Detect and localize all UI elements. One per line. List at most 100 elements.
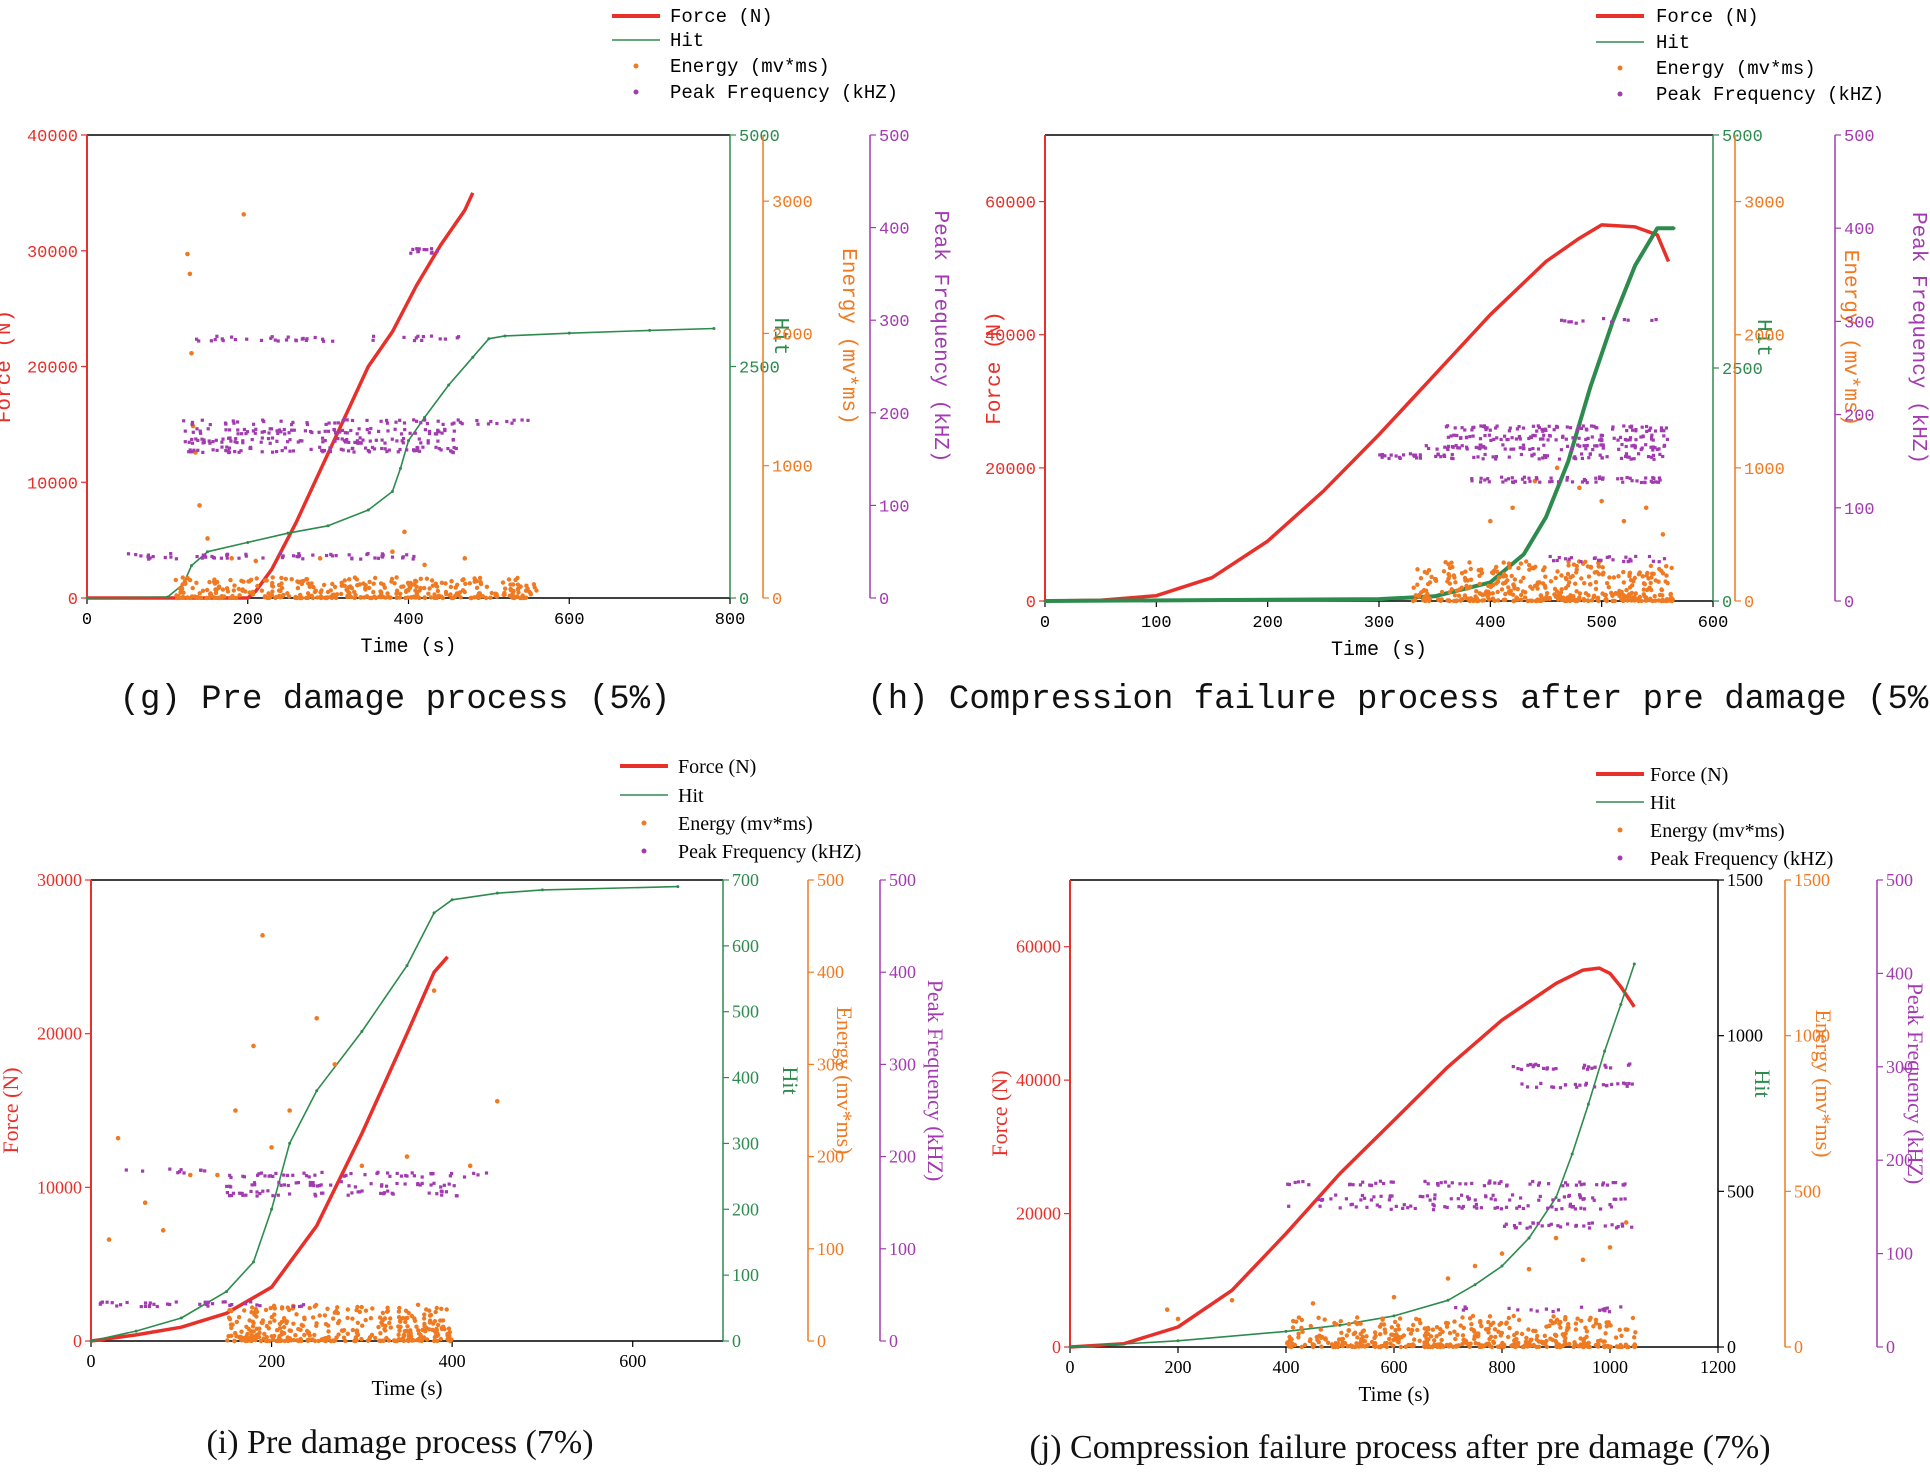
y-tick-label: 200 xyxy=(879,406,910,425)
data-point-energy xyxy=(347,590,352,596)
series-line-force xyxy=(90,955,449,1343)
data-point-peak-frequency xyxy=(361,438,365,442)
data-point-energy xyxy=(1606,1344,1611,1349)
data-point-energy xyxy=(281,1324,287,1330)
data-point-peak-frequency xyxy=(1461,1204,1465,1209)
data-point-peak-frequency xyxy=(260,436,264,440)
data-point-energy xyxy=(1434,1334,1439,1339)
y-tick-label: 400 xyxy=(1844,221,1875,240)
data-point-peak-frequency xyxy=(325,553,329,558)
data-point-peak-frequency xyxy=(1454,1306,1458,1310)
data-point-energy xyxy=(1383,1330,1388,1335)
data-point-peak-frequency xyxy=(1287,1182,1291,1187)
data-point-energy xyxy=(279,1319,285,1325)
data-point-peak-frequency xyxy=(1542,1066,1546,1070)
data-point-peak-frequency xyxy=(1379,1194,1383,1198)
data-point-energy xyxy=(1558,1325,1563,1330)
data-point-energy xyxy=(1384,1344,1389,1350)
data-point-peak-frequency xyxy=(1551,1309,1555,1314)
data-point-energy xyxy=(1530,565,1535,571)
data-point-energy xyxy=(1366,1342,1371,1348)
data-point-peak-frequency xyxy=(455,336,459,340)
data-point-peak-frequency xyxy=(245,430,250,434)
data-point-energy xyxy=(1574,589,1579,594)
data-point-peak-frequency xyxy=(1519,1196,1523,1200)
y-tick-label: 2500 xyxy=(739,360,780,379)
y-tick-label: 400 xyxy=(1886,963,1913,983)
data-point-energy xyxy=(1529,598,1535,603)
data-point-peak-frequency xyxy=(1329,1197,1333,1201)
data-point-energy xyxy=(1648,598,1653,603)
data-point-peak-frequency xyxy=(1536,1063,1540,1068)
data-point-peak-frequency xyxy=(1649,435,1654,439)
data-point-peak-frequency xyxy=(1623,1197,1627,1201)
data-point-energy xyxy=(259,588,265,593)
data-point-energy xyxy=(428,595,434,600)
data-point-peak-frequency xyxy=(385,1184,389,1188)
data-point-peak-frequency xyxy=(1605,1083,1609,1088)
legend-energy: Energy (mv*ms) xyxy=(670,56,830,78)
data-point-peak-frequency xyxy=(230,1303,234,1307)
data-point-energy xyxy=(1567,1341,1572,1347)
data-point-peak-frequency xyxy=(1570,1205,1574,1209)
data-point-peak-frequency xyxy=(452,446,456,450)
data-point-energy xyxy=(187,271,193,277)
data-point-peak-frequency xyxy=(143,1304,147,1308)
data-point-peak-frequency xyxy=(1380,455,1384,459)
data-point-peak-frequency xyxy=(1538,480,1542,484)
y-tick-label: 400 xyxy=(879,221,910,240)
data-point-peak-frequency xyxy=(215,334,219,338)
data-point-peak-frequency xyxy=(260,430,264,434)
data-point-energy xyxy=(429,578,435,583)
data-point-energy xyxy=(390,549,395,554)
data-point-peak-frequency xyxy=(1506,437,1510,442)
data-point-energy xyxy=(227,1317,233,1322)
data-point-peak-frequency xyxy=(1563,1083,1568,1087)
data-point-energy xyxy=(1425,1325,1431,1331)
data-point-peak-frequency xyxy=(294,339,298,343)
data-point-energy xyxy=(1559,587,1564,592)
data-point-peak-frequency xyxy=(1495,424,1499,428)
data-point-peak-frequency xyxy=(420,1175,424,1179)
data-point-peak-frequency xyxy=(236,432,240,436)
data-point-peak-frequency xyxy=(1418,453,1422,457)
data-point-energy xyxy=(272,1318,277,1323)
data-point-energy xyxy=(296,1326,301,1332)
data-point-peak-frequency xyxy=(191,430,195,434)
legend-hit: Hit xyxy=(678,785,704,807)
data-point-energy xyxy=(1506,561,1512,566)
data-point-peak-frequency xyxy=(255,1303,259,1307)
data-point-energy xyxy=(1521,575,1526,580)
data-point-peak-frequency xyxy=(1482,1184,1486,1188)
data-point-hit xyxy=(252,1260,256,1264)
data-point-energy xyxy=(269,1145,274,1150)
y-axis-label-force: Force (N) xyxy=(987,1070,1012,1156)
data-point-energy xyxy=(185,251,190,257)
data-point-energy xyxy=(288,1328,294,1334)
data-point-peak-frequency xyxy=(283,432,287,436)
data-point-peak-frequency xyxy=(271,1194,275,1198)
data-point-energy xyxy=(1490,596,1496,601)
data-point-energy xyxy=(1568,596,1573,602)
caption-i: (i) Pre damage process (7%) xyxy=(206,1424,593,1461)
data-point-peak-frequency xyxy=(1564,1181,1568,1185)
data-point-peak-frequency xyxy=(1455,433,1459,438)
data-point-energy xyxy=(1645,587,1650,593)
data-point-peak-frequency xyxy=(1591,1196,1595,1200)
data-point-energy xyxy=(368,1316,374,1321)
data-point-peak-frequency xyxy=(1413,1206,1417,1211)
data-point-energy xyxy=(1299,1344,1304,1350)
y-axis-label-energy: Energy (mv*ms) xyxy=(1811,1009,1836,1157)
data-point-peak-frequency xyxy=(1477,446,1481,450)
data-point-peak-frequency xyxy=(220,337,224,341)
data-point-peak-frequency xyxy=(292,428,296,432)
data-point-peak-frequency xyxy=(1317,1197,1321,1202)
y-tick-label: 20000 xyxy=(985,461,1036,480)
data-point-peak-frequency xyxy=(1526,1063,1530,1067)
data-point-energy xyxy=(1383,1341,1388,1346)
data-point-peak-frequency xyxy=(1614,1226,1619,1230)
legend-swatch-peak-frequency xyxy=(641,848,647,854)
data-point-peak-frequency xyxy=(124,1168,128,1172)
